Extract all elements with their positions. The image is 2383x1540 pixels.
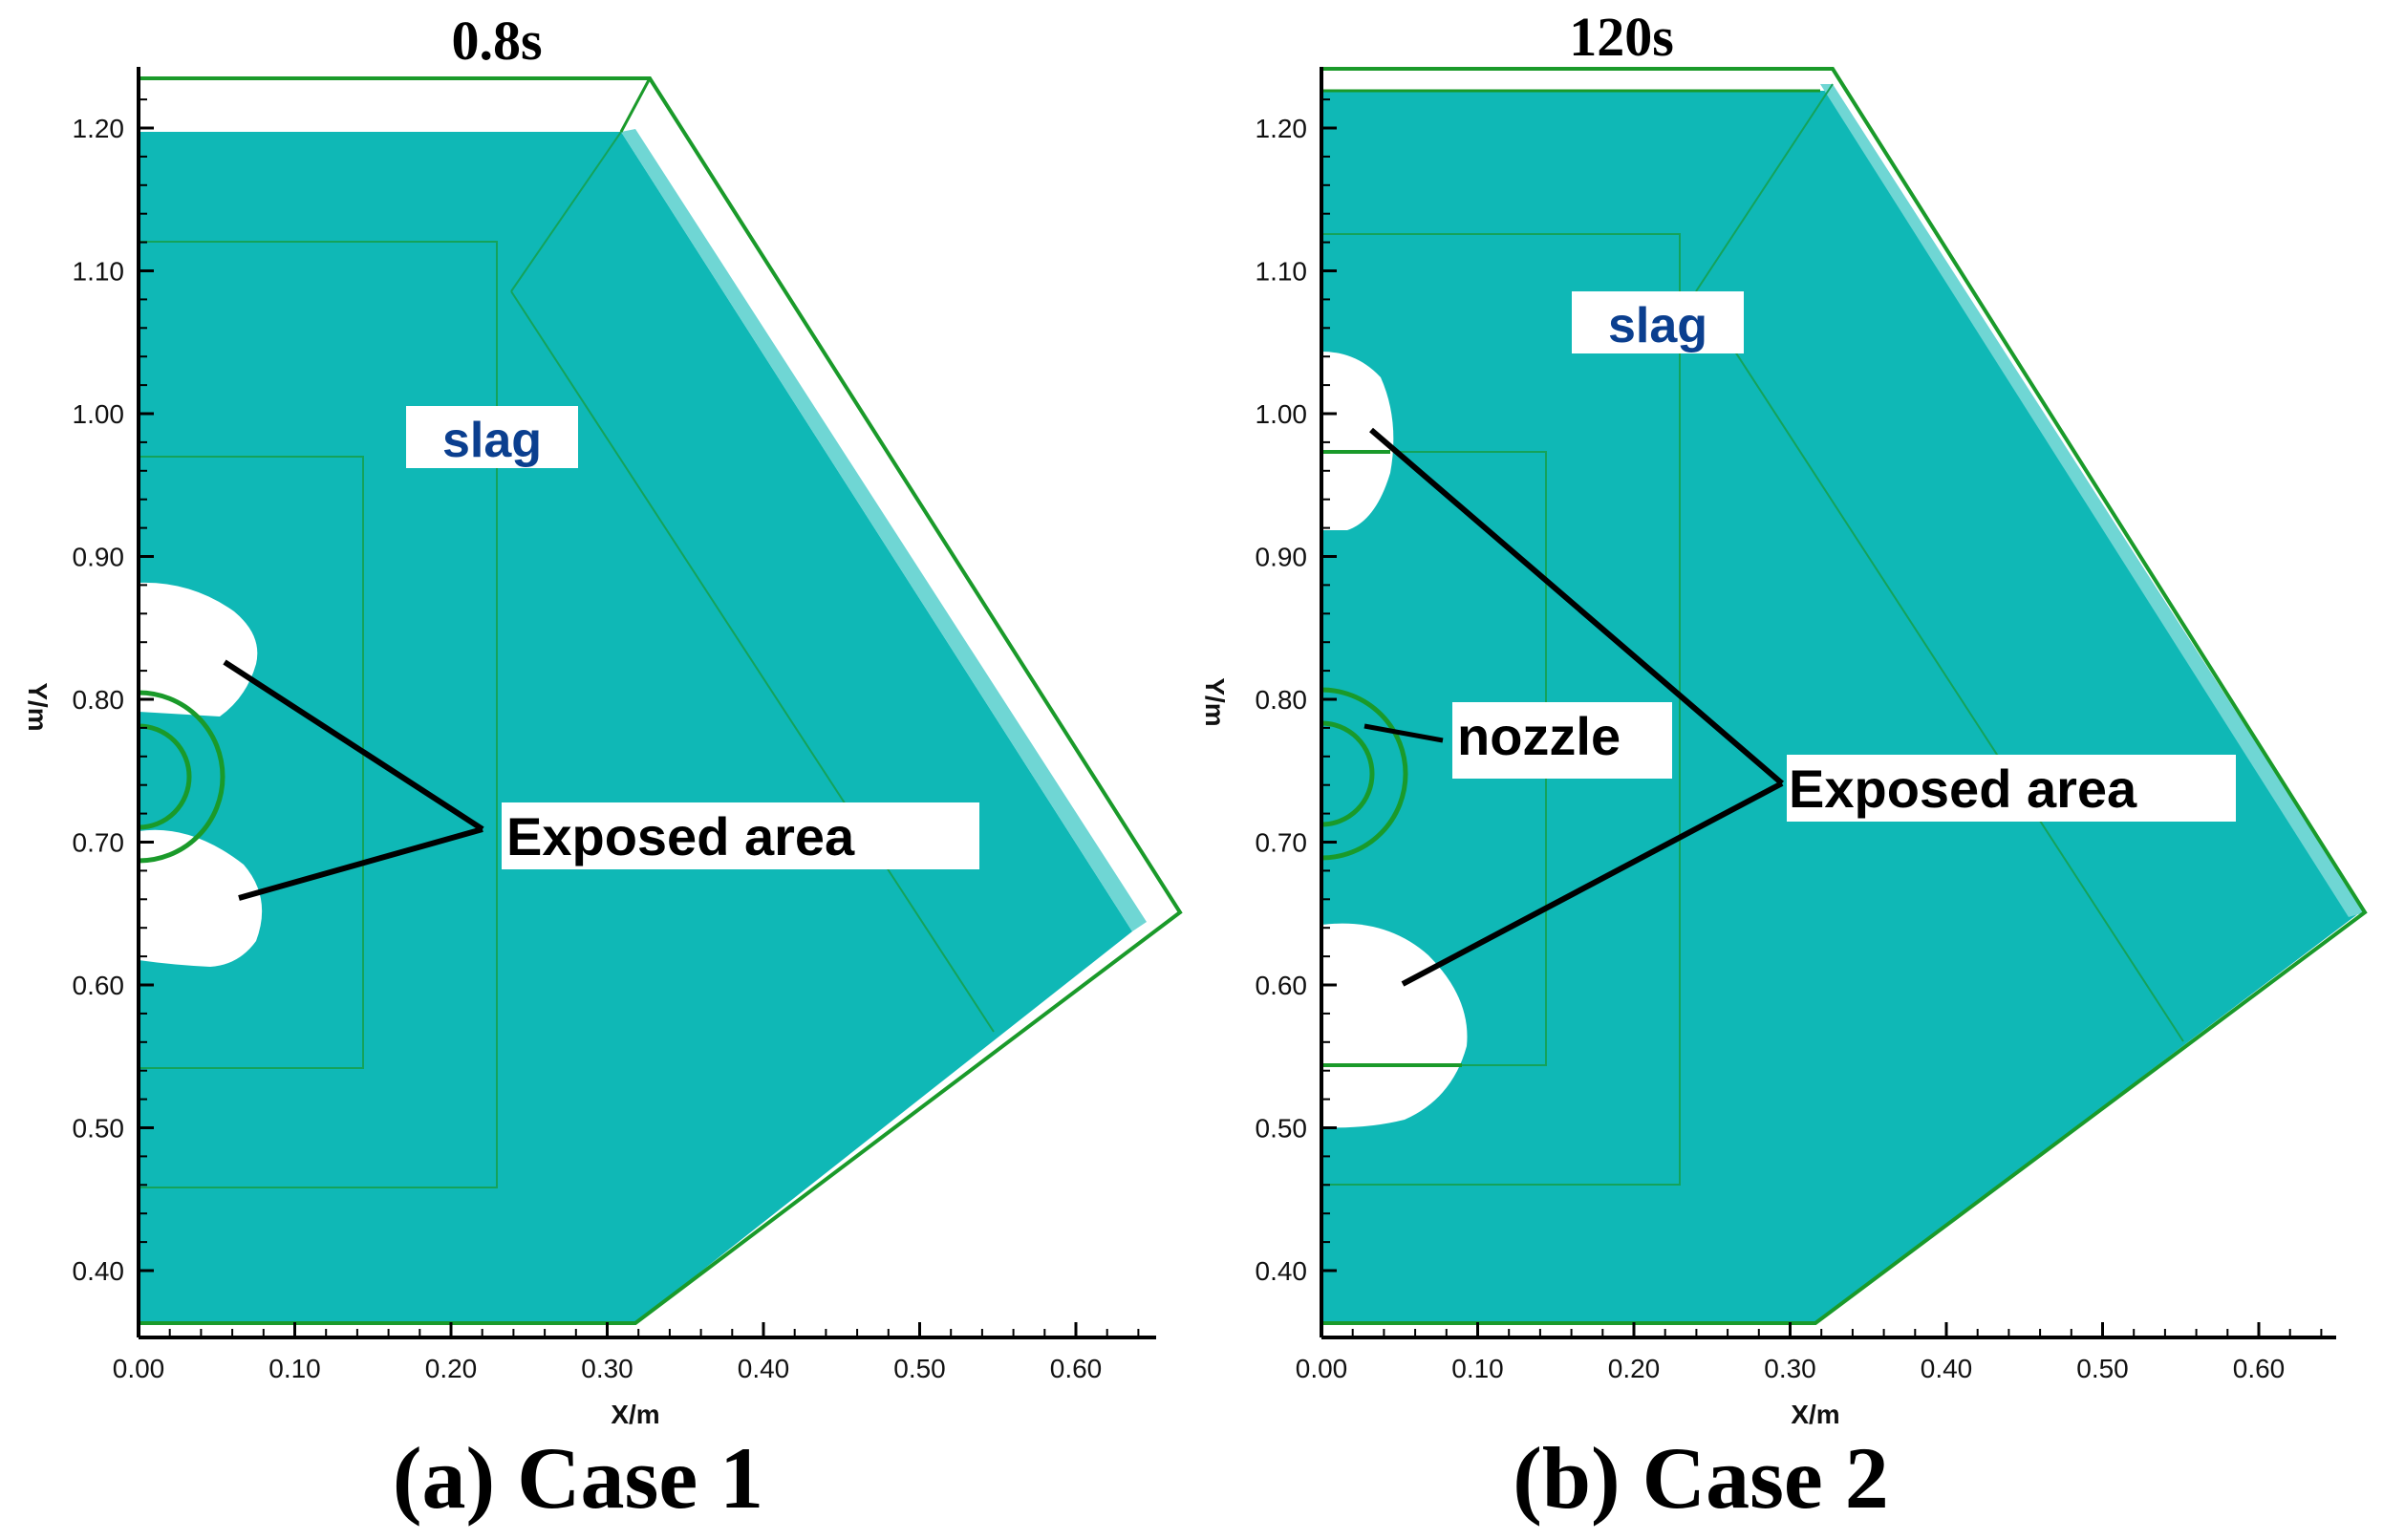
y-axis-title-a: Y/m	[23, 682, 53, 731]
slag-region-b	[1321, 91, 2360, 1323]
panel-b: 0.00 0.10 0.20 0.30 0.40 0.50 0.60 0.40 0.50 0.6…	[1200, 6, 2368, 1527]
x-tick-label: 0.60	[1050, 1354, 1103, 1383]
exposed-area-upper-b	[1321, 352, 1394, 530]
y-tick-label: 0.70	[1256, 828, 1308, 858]
y-tick-label: 1.00	[1256, 399, 1308, 429]
y-tick-label: 0.80	[73, 685, 125, 715]
x-axis-title-a: X/m	[611, 1400, 659, 1429]
x-tick-label: 0.10	[1451, 1354, 1504, 1383]
panel-a: 0.00 0.10 0.20 0.30 0.40 0.50 0.60 0.40 0.50 0.6…	[23, 10, 1183, 1527]
y-tick-label: 0.50	[1256, 1114, 1308, 1144]
x-tick-label: 0.00	[1296, 1354, 1348, 1383]
x-tick-label: 0.10	[268, 1354, 321, 1383]
y-tick-label: 1.10	[1256, 257, 1308, 287]
caption-b: (b) Case 2	[1513, 1429, 1889, 1527]
slag-label-box-a	[406, 406, 578, 468]
y-tick-label: 0.50	[73, 1114, 125, 1144]
x-tick-label: 0.60	[2233, 1354, 2286, 1383]
inner-diagonal-a	[510, 131, 995, 1033]
exposed-area-upper-a	[139, 582, 258, 717]
y-tick-label: 0.80	[1256, 685, 1308, 715]
slag-label-b: slag	[1608, 298, 1707, 353]
y-tick-label: 0.90	[1256, 543, 1308, 572]
exposed-area-lower-a	[139, 829, 263, 967]
slag-surface-band-b	[1820, 84, 2365, 917]
x-tick-label: 0.00	[113, 1354, 165, 1383]
nozzle-outer-ring-b	[1320, 687, 1408, 861]
nozzle-outer-ring-a	[138, 690, 225, 864]
nozzle-leader-b	[1363, 723, 1444, 743]
nozzle-label-box-b	[1452, 702, 1672, 779]
slag-surface-band-a	[621, 129, 1147, 931]
y-tick-label: 0.60	[1256, 971, 1308, 1000]
y-tick-label: 1.10	[73, 257, 125, 287]
callout-leader-upper-a	[223, 659, 484, 832]
slag-region-a	[139, 132, 1132, 1323]
exposed-area-lower-b	[1321, 923, 1468, 1128]
nozzle-inner-ring-b	[1320, 720, 1375, 827]
slag-label-box-b	[1572, 291, 1744, 353]
y-ticks-b: 0.40 0.50 0.60 0.70 0.80 0.90 1.00 1.10 1.20	[1256, 98, 1337, 1286]
slag-label-a: slag	[442, 413, 542, 468]
y-tick-label: 0.40	[1256, 1256, 1308, 1286]
x-ticks-b: 0.00 0.10 0.20 0.30 0.40 0.50 0.60	[1296, 1322, 2323, 1383]
x-tick-label: 0.20	[425, 1354, 478, 1383]
y-ticks-a: 0.40 0.50 0.60 0.70 0.80 0.90 1.00 1.10 1.20	[73, 98, 154, 1286]
y-axis-title-b: Y/m	[1200, 677, 1230, 726]
x-tick-label: 0.30	[1764, 1354, 1816, 1383]
top-edge-diagonal-a	[619, 77, 652, 133]
nozzle-label-b: nozzle	[1457, 706, 1621, 766]
y-tick-label: 0.60	[73, 971, 125, 1000]
callout-leader-lower-b	[1401, 781, 1784, 987]
x-tick-label: 0.50	[2076, 1354, 2129, 1383]
x-tick-label: 0.40	[1921, 1354, 1973, 1383]
inner-diagonal-b	[1695, 83, 2184, 1042]
time-label-a: 0.8s	[451, 10, 542, 72]
callout-box-a	[502, 802, 979, 869]
y-tick-label: 0.90	[73, 543, 125, 572]
time-label-b: 120s	[1569, 6, 1674, 68]
callout-label-b: Exposed area	[1789, 759, 2137, 819]
y-tick-label: 0.40	[73, 1256, 125, 1286]
y-tick-label: 0.70	[73, 828, 125, 858]
callout-leader-upper-b	[1369, 427, 1784, 786]
callout-leader-lower-a	[238, 826, 483, 901]
x-tick-label: 0.40	[738, 1354, 790, 1383]
x-tick-label: 0.50	[893, 1354, 946, 1383]
callout-label-a: Exposed area	[506, 806, 855, 866]
y-tick-label: 1.00	[73, 399, 125, 429]
nozzle-inner-ring-a	[138, 723, 192, 830]
y-tick-label: 1.20	[1256, 114, 1308, 143]
x-tick-label: 0.20	[1608, 1354, 1661, 1383]
x-ticks-a: 0.00 0.10 0.20 0.30 0.40 0.50 0.60	[113, 1322, 1140, 1383]
y-tick-label: 1.20	[73, 114, 125, 143]
callout-box-b	[1787, 755, 2236, 822]
x-axis-title-b: X/m	[1791, 1400, 1839, 1429]
x-tick-label: 0.30	[581, 1354, 633, 1383]
caption-a: (a) Case 1	[393, 1429, 763, 1527]
